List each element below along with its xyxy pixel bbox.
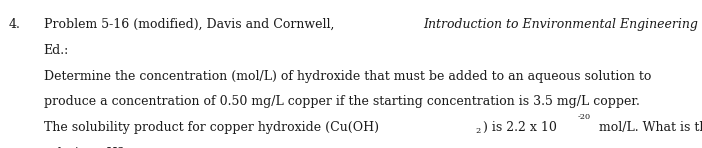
Text: 2: 2 [476, 127, 481, 135]
Text: Problem 5-16 (modified), Davis and Cornwell,: Problem 5-16 (modified), Davis and Cornw… [44, 18, 338, 31]
Text: 4.: 4. [8, 18, 20, 31]
Text: Introduction to Environmental Engineering: Introduction to Environmental Engineerin… [423, 18, 698, 31]
Text: Ed.:: Ed.: [44, 44, 69, 57]
Text: mol/L. What is the resulting: mol/L. What is the resulting [595, 121, 702, 134]
Text: produce a concentration of 0.50 mg/L copper if the starting concentration is 3.5: produce a concentration of 0.50 mg/L cop… [44, 95, 640, 108]
Text: -20: -20 [578, 113, 591, 121]
Text: Determine the concentration (mol/L) of hydroxide that must be added to an aqueou: Determine the concentration (mol/L) of h… [44, 70, 651, 83]
Text: solution pH?: solution pH? [44, 147, 124, 148]
Text: ) is 2.2 x 10: ) is 2.2 x 10 [482, 121, 557, 134]
Text: The solubility product for copper hydroxide (Cu(OH): The solubility product for copper hydrox… [44, 121, 378, 134]
